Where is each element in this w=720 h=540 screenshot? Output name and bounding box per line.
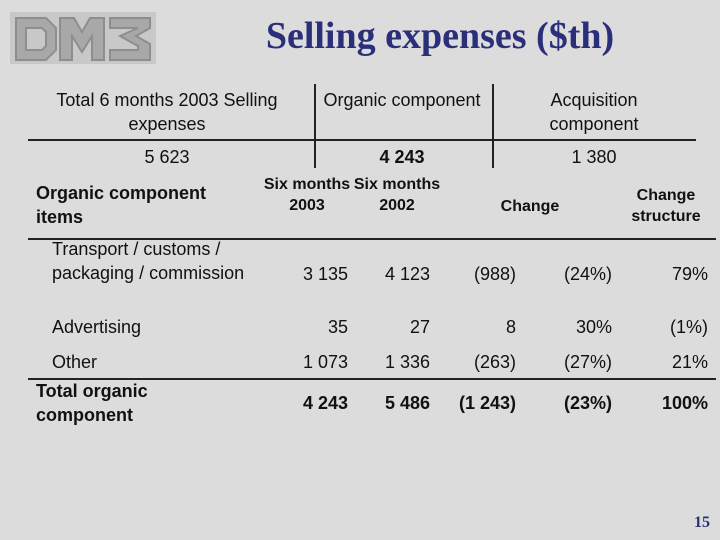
table-cell: 3 135 — [302, 264, 348, 284]
total-cell: 5 486 — [384, 393, 430, 413]
total-cell: (1 243) — [458, 393, 516, 413]
row-label-advertising: Advertising — [52, 317, 142, 337]
total-cell: 100% — [661, 393, 708, 413]
table-cell: (27%) — [563, 352, 612, 372]
table-cell: (1%) — [669, 317, 708, 337]
table-cell: 79% — [671, 264, 708, 284]
total-cell: 4 243 — [302, 393, 348, 413]
summary-value-acquisition: 1 380 — [571, 147, 617, 167]
summary-vline-2 — [492, 84, 494, 168]
col-header-structure: Change structure — [631, 187, 701, 225]
total-label: Total organic component — [36, 381, 148, 425]
row-label-other: Other — [52, 352, 98, 372]
col-header-change: Change — [500, 198, 560, 215]
row-label-transport: Transport / customs / packaging / commis… — [52, 239, 245, 283]
table-cell: 8 — [505, 317, 516, 337]
slide-title: Selling expenses ($th) — [265, 15, 615, 57]
summary-vline-1 — [314, 84, 316, 168]
table-cell: 35 — [327, 317, 348, 337]
col-header-2003: Six months 2003 — [263, 176, 351, 214]
table-cell: (263) — [473, 352, 516, 372]
page-number: 15 — [694, 514, 710, 531]
summary-value-organic: 4 243 — [379, 147, 425, 167]
summary-header-total: Total 6 months 2003 Selling expenses — [56, 90, 278, 134]
table-cell: (988) — [473, 264, 516, 284]
total-divider — [28, 378, 716, 380]
table-cell: 21% — [671, 352, 708, 372]
summary-header-organic: Organic component — [323, 90, 481, 110]
col-header-2002: Six months 2002 — [353, 176, 441, 214]
total-cell: (23%) — [563, 393, 612, 413]
table-header-divider — [28, 238, 716, 240]
summary-header-acquisition: Acquisition component — [549, 90, 639, 134]
company-logo — [10, 12, 156, 64]
section-label: Organic component items — [36, 183, 207, 227]
table-cell: 1 073 — [302, 352, 348, 372]
table-cell: 27 — [409, 317, 430, 337]
table-cell: 30% — [575, 317, 612, 337]
table-cell: 1 336 — [384, 352, 430, 372]
summary-divider — [28, 139, 696, 141]
table-cell: 4 123 — [384, 264, 430, 284]
table-cell: (24%) — [563, 264, 612, 284]
summary-value-total: 5 623 — [144, 147, 190, 167]
